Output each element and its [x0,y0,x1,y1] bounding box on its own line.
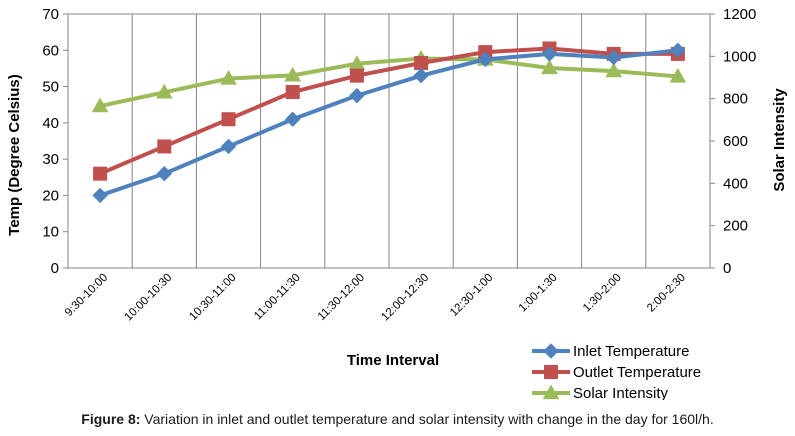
data-point [541,46,558,62]
figure-caption: Figure 8: Variation in inlet and outlet … [0,411,795,427]
x-axis-title: Time Interval [347,352,439,369]
x-tick-label: 10:30-11:00 [187,272,238,323]
x-tick-label: 12:00-12:30 [379,272,431,324]
data-point [669,67,687,83]
series-line [99,56,679,109]
data-point [93,166,108,181]
legend-item: Outlet Temperature [532,364,701,381]
y2-tick-label: 1200 [723,6,756,23]
data-point [413,67,429,84]
x-tick-label: 1:00-1:30 [517,272,560,315]
data-point [284,66,302,82]
x-tick-label: 2:00-2:30 [645,272,688,315]
data-point [285,85,300,100]
y-tick-label: 10 [42,224,59,241]
legend-item: Inlet Temperature [532,343,689,360]
figure-label: Figure 8: [81,411,141,427]
data-point [156,165,173,182]
x-tick-label: 11:00-11:30 [252,272,303,323]
x-axis-ticks: 9:30-10:00 10:00-10:30 10:30-11:00 11:00-11… [63,272,688,324]
y2-tick-label: 600 [723,133,748,150]
left-axis-ticks: 0 10 20 30 40 50 60 70 [42,6,68,277]
legend: Inlet Temperature Outlet Temperature Solar… [532,343,701,400]
figure-caption-text: Variation in inlet and outlet temperatur… [140,411,714,427]
data-point [157,139,172,154]
data-point [349,87,365,104]
right-axis-ticks: 0 200 400 600 800 1000 1200 [710,6,756,277]
y-tick-label: 70 [42,6,59,23]
data-point [284,111,301,127]
data-point [477,51,494,68]
x-tick-label: 11:30-12:00 [316,272,367,323]
data-point [155,83,173,99]
series-line [99,46,678,176]
y-tick-label: 20 [42,187,59,204]
legend-label: Inlet Temperature [573,343,689,360]
y2-axis-title: Solar Intensity [771,88,788,192]
legend-label: Solar Intensity [573,385,669,400]
data-point [605,49,622,66]
y-tick-label: 60 [42,42,59,59]
y2-tick-label: 200 [723,218,748,235]
y-axis-title: Temp (Degree Celsius) [6,74,23,235]
x-tick-label: 10:00-10:30 [123,272,175,324]
legend-label: Outlet Temperature [573,364,701,381]
x-tick-label: 1:30-2:00 [581,272,624,315]
legend-item: Solar Intensity [532,384,669,400]
y2-tick-label: 0 [723,260,731,277]
chart: 0 10 20 30 40 50 60 70 0 200 400 600 800 1000 1200 9:… [6,6,788,400]
series-group [91,41,687,204]
y-tick-label: 50 [42,79,59,96]
legend-marker [542,384,560,400]
x-tick-label: 9:30-10:00 [63,272,110,319]
data-point [605,62,623,78]
data-point [92,187,108,204]
data-point [221,112,236,127]
x-tick-label: 12:30-1:00 [448,272,495,319]
data-point [349,68,364,83]
y-tick-label: 30 [42,151,59,168]
data-point [91,97,109,113]
data-point [670,42,686,58]
y2-tick-label: 1000 [723,48,756,65]
data-point [220,138,237,155]
legend-marker [543,343,559,359]
legend-marker [544,365,558,379]
y-tick-label: 40 [42,115,59,132]
data-point [414,55,429,70]
y2-tick-label: 400 [723,175,748,192]
series-line [99,48,679,198]
data-point [541,59,558,75]
y2-tick-label: 800 [723,91,748,108]
data-point [220,70,237,85]
series-inlet-temperature [92,42,686,204]
y-tick-label: 0 [51,260,59,277]
